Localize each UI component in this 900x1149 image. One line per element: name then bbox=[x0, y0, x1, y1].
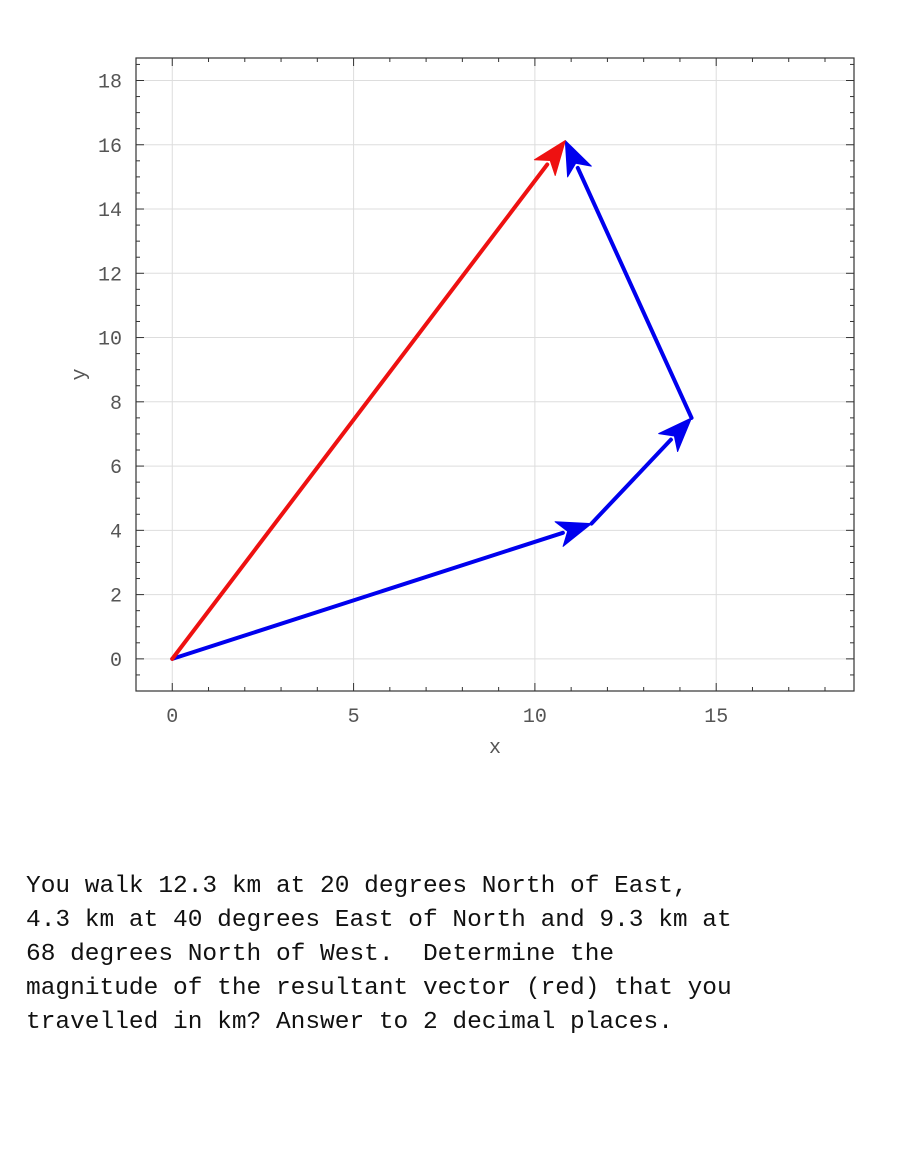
question-line: 4.3 km at 40 degrees East of North and 9… bbox=[26, 907, 732, 934]
x-tick-label: 5 bbox=[348, 706, 360, 729]
x-tick-label: 0 bbox=[166, 706, 178, 729]
component-vector-shaft bbox=[589, 437, 673, 526]
y-tick-label: 10 bbox=[98, 329, 122, 352]
y-tick-label: 4 bbox=[110, 521, 122, 544]
y-tick-label: 8 bbox=[110, 393, 122, 416]
x-axis-label: x bbox=[489, 737, 501, 760]
question-line: magnitude of the resultant vector (red) … bbox=[26, 975, 732, 1002]
question-line: travelled in km? Answer to 2 decimal pla… bbox=[26, 1009, 673, 1036]
axis-ticks bbox=[135, 58, 854, 692]
resultant-vector-shaft bbox=[170, 162, 550, 661]
resultant-vector bbox=[170, 140, 566, 661]
x-tick-label: 10 bbox=[523, 706, 547, 729]
vector-chart: 0 5 10 15 0 2 4 6 8 10 12 14 16 18 x y bbox=[69, 57, 855, 760]
component-vector-arrowhead bbox=[658, 417, 692, 452]
component-vector bbox=[170, 521, 592, 661]
component-vector-shaft bbox=[170, 530, 565, 661]
y-axis-label: y bbox=[69, 368, 92, 380]
question-line: You walk 12.3 km at 20 degrees North of … bbox=[26, 873, 688, 900]
component-vector-shaft bbox=[575, 165, 694, 420]
component-vector bbox=[589, 417, 692, 526]
y-tick-label: 12 bbox=[98, 264, 122, 287]
y-tick-label: 18 bbox=[98, 71, 122, 94]
resultant-vector-arrowhead bbox=[533, 140, 566, 176]
x-tick-label: 15 bbox=[704, 706, 728, 729]
component-vector bbox=[564, 140, 694, 420]
y-tick-label: 2 bbox=[110, 586, 122, 609]
question-line: 68 degrees North of West. Determine the bbox=[26, 941, 615, 968]
tick-labels: 0 5 10 15 0 2 4 6 8 10 12 14 16 18 bbox=[98, 71, 728, 729]
y-tick-label: 14 bbox=[98, 200, 122, 223]
vectors bbox=[170, 140, 694, 661]
y-tick-label: 16 bbox=[98, 136, 122, 159]
question-text: You walk 12.3 km at 20 degrees North of … bbox=[26, 870, 886, 1040]
component-vector-arrowhead bbox=[564, 140, 592, 178]
grid bbox=[136, 58, 854, 691]
plot-frame bbox=[135, 57, 855, 692]
component-vector-arrowhead bbox=[554, 521, 592, 547]
y-tick-label: 0 bbox=[110, 650, 122, 673]
y-tick-label: 6 bbox=[110, 457, 122, 480]
